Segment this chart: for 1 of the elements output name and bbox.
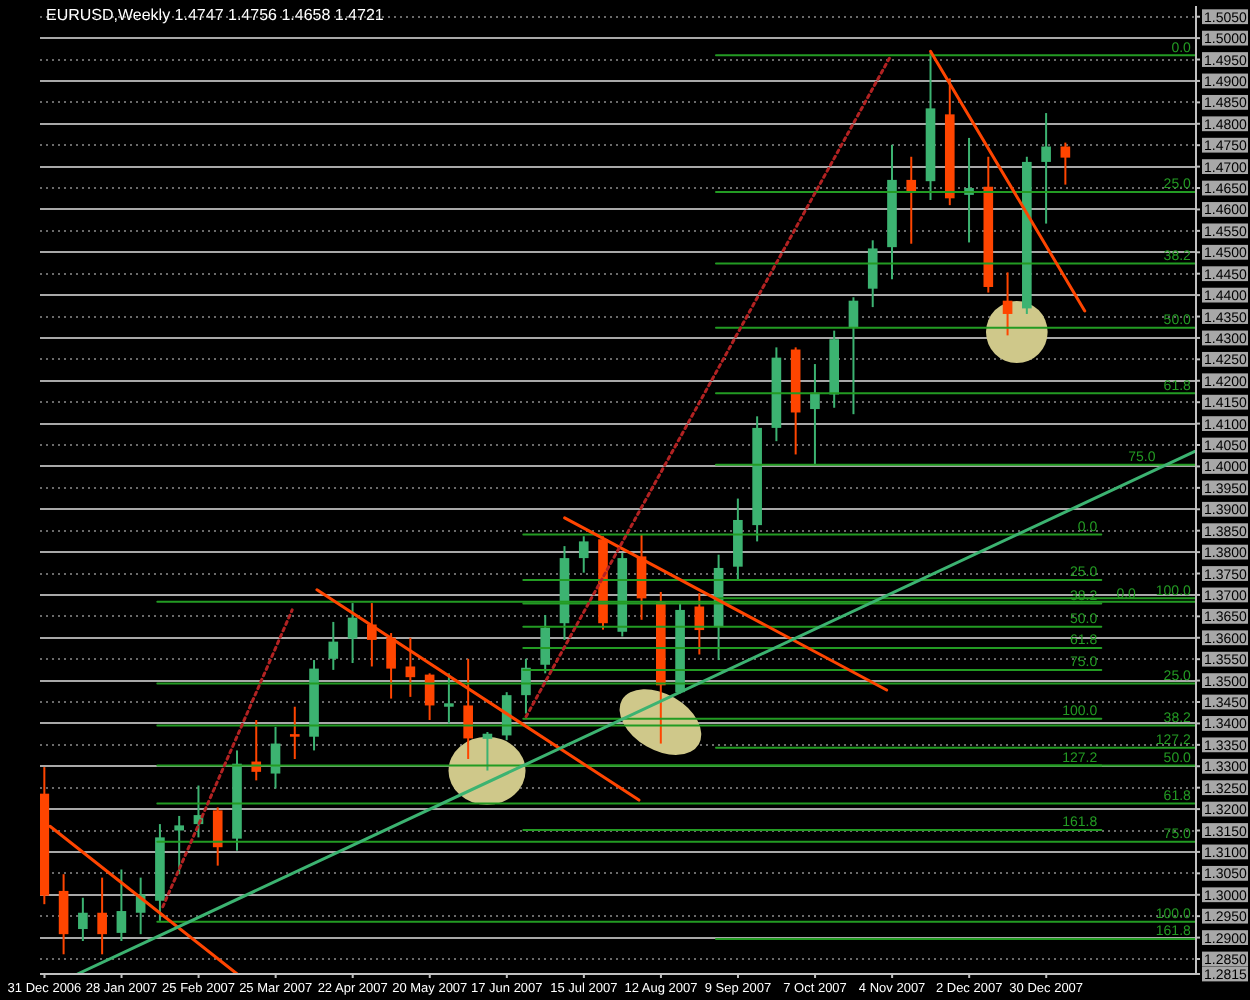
chart-title: EURUSD,Weekly 1.4747 1.4756 1.4658 1.4721: [46, 6, 384, 24]
